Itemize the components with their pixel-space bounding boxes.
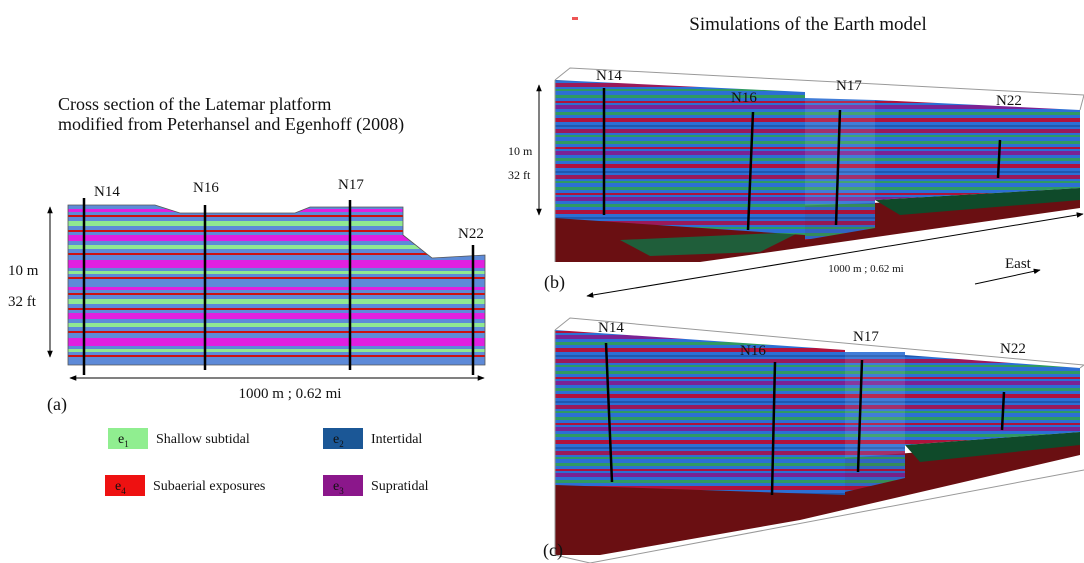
panel-tag: (c) [543, 540, 563, 561]
well-label: N14 [598, 320, 624, 336]
legend-label: Shallow subtidal [156, 432, 250, 447]
cross-section [68, 205, 485, 365]
well-label: N22 [1000, 341, 1026, 357]
well-label: N16 [731, 90, 757, 106]
legend-label: Supratidal [371, 479, 429, 494]
well-label: N22 [458, 226, 484, 242]
well-label: N16 [193, 180, 219, 196]
subscript: 2 [339, 439, 344, 449]
well-label: N22 [996, 93, 1022, 109]
figure: Cross section of the Latemar platform mo… [0, 0, 1084, 563]
panel-title: Cross section of the Latemar platform [58, 94, 331, 114]
width-label: 1000 m ; 0.62 mi [239, 386, 342, 402]
subscript: 3 [339, 486, 344, 496]
well-label: N14 [94, 184, 120, 200]
height-label: 32 ft [8, 294, 37, 310]
panel-tag: (a) [47, 394, 67, 415]
well-label: N16 [740, 343, 766, 359]
height-label: 32 ft [508, 168, 531, 182]
well-label: N17 [836, 78, 862, 94]
legend-label: Intertidal [371, 432, 422, 447]
height-label: 10 m [508, 144, 533, 158]
section-title: Simulations of the Earth model [689, 14, 926, 35]
speck [572, 17, 578, 20]
well-label: N17 [853, 329, 879, 345]
legend-label: Subaerial exposures [153, 479, 265, 494]
direction-label: East [1005, 256, 1032, 272]
well-label: N17 [338, 177, 364, 193]
well-label: N14 [596, 68, 622, 84]
direction-arrow [975, 270, 1040, 284]
subscript: 4 [121, 486, 126, 496]
panel-title: modified from Peterhansel and Egenhoff (… [58, 114, 404, 135]
width-label: 1000 m ; 0.62 mi [828, 263, 903, 275]
panel-tag: (b) [544, 272, 565, 293]
height-label: 10 m [8, 263, 39, 279]
subscript: 1 [124, 439, 129, 449]
